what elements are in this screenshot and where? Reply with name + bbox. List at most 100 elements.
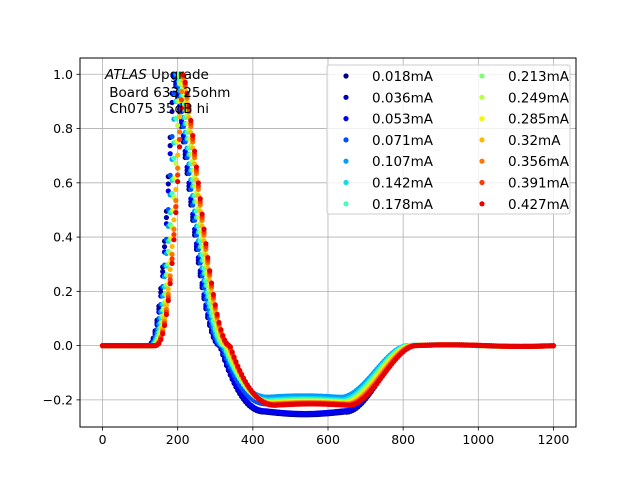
data-point <box>167 143 173 149</box>
legend-box <box>326 64 571 215</box>
legend-marker <box>479 158 485 164</box>
data-point <box>161 322 168 329</box>
data-point <box>218 326 224 333</box>
data-point <box>195 180 201 186</box>
data-point <box>176 129 183 135</box>
data-point <box>192 148 198 154</box>
y-tick-label: 0.4 <box>53 230 73 245</box>
legend-entry: 0.053mA <box>343 112 434 128</box>
legend-marker <box>343 116 349 122</box>
data-point <box>160 268 166 275</box>
legend-entry: 0.018mA <box>343 69 434 85</box>
data-point <box>550 343 557 349</box>
legend-label: 0.053mA <box>372 112 434 128</box>
data-point <box>175 172 181 178</box>
x-tick-label: 1200 <box>538 432 570 447</box>
x-tick-label: 0 <box>99 432 107 447</box>
legend-entry: 0.427mA <box>479 197 570 213</box>
legend: 0.018mA 0.036mA 0.053mA 0.071mA 0.107mA 0.142… <box>326 64 571 215</box>
legend-marker <box>479 137 485 143</box>
legend-entry: 0.285mA <box>479 112 570 128</box>
data-point <box>171 217 177 223</box>
data-point <box>165 298 171 304</box>
data-point <box>193 164 200 170</box>
annotation-line-2: Board 633 25ohm <box>105 85 230 101</box>
data-point <box>171 226 177 232</box>
data-point <box>199 211 205 217</box>
x-tick-label: 200 <box>166 432 190 447</box>
x-tick-label: 800 <box>391 432 415 447</box>
legend-label: 0.427mA <box>508 197 570 213</box>
data-point <box>173 204 179 210</box>
legend-label: 0.32mA <box>508 133 561 149</box>
legend-entry: 0.036mA <box>343 90 434 106</box>
data-point <box>176 136 183 143</box>
data-point <box>165 181 171 187</box>
data-point <box>175 165 181 171</box>
data-point <box>182 79 188 85</box>
legend-marker <box>343 201 349 207</box>
legend-marker <box>343 158 349 164</box>
axis-ticks: 0 200 400 600 800 1000 1200 −0.2 0.0 0.2 0.4 0.6 0.8… <box>43 67 570 447</box>
data-point <box>214 311 220 317</box>
data-point <box>163 311 170 318</box>
data-point <box>197 196 203 202</box>
data-point <box>167 151 173 157</box>
legend-marker <box>479 116 485 122</box>
x-tick-label: 1000 <box>462 432 494 447</box>
data-point <box>201 226 207 232</box>
data-point <box>167 277 173 283</box>
data-point <box>175 178 181 185</box>
data-point <box>175 152 181 158</box>
x-tick-label: 600 <box>316 432 340 447</box>
data-point <box>184 90 190 96</box>
legend-entry: 0.249mA <box>479 90 570 106</box>
data-point <box>173 186 179 192</box>
data-point <box>169 133 175 140</box>
legend-entry: 0.391mA <box>479 176 570 192</box>
data-point <box>169 260 175 266</box>
legend-label: 0.142mA <box>372 176 434 192</box>
data-point <box>175 122 181 129</box>
data-point <box>235 363 241 369</box>
data-point <box>158 337 164 343</box>
legend-entry: 0.213mA <box>479 69 570 85</box>
data-point <box>212 302 218 308</box>
data-point <box>227 344 233 350</box>
legend-label: 0.356mA <box>508 154 570 170</box>
legend-label: 0.213mA <box>508 69 570 85</box>
data-point <box>169 243 175 250</box>
y-tick-label: 0.6 <box>53 175 73 190</box>
legend-label: 0.178mA <box>372 197 434 213</box>
annotation-text: ATLAS Upgrade Board 633 25ohm Ch075 35dB… <box>104 67 230 117</box>
data-point <box>171 155 177 161</box>
legend-marker <box>343 73 349 79</box>
data-point <box>186 103 192 109</box>
y-tick-label: −0.2 <box>43 392 73 407</box>
series-0.427mA <box>99 72 557 408</box>
data-point <box>167 281 173 287</box>
legend-entry: 0.356mA <box>479 154 570 170</box>
data-point <box>169 256 175 262</box>
annotation-line-3: Ch075 35dB hi <box>105 101 209 117</box>
data-point <box>178 105 185 111</box>
data-point <box>173 209 179 216</box>
data-point <box>188 117 194 124</box>
y-tick-label: 0.2 <box>53 284 73 299</box>
data-point <box>229 349 235 355</box>
legend-label: 0.107mA <box>372 154 434 170</box>
annotation-atlas: ATLAS <box>104 67 147 83</box>
data-point <box>203 241 209 247</box>
annotation-line-1: ATLAS Upgrade <box>104 67 209 83</box>
data-point <box>171 237 177 243</box>
data-point <box>167 273 173 279</box>
legend-marker <box>479 94 485 100</box>
data-point <box>176 144 183 150</box>
legend-marker <box>479 179 485 186</box>
data-point <box>180 72 186 78</box>
data-point <box>165 286 171 292</box>
legend-entry: 0.107mA <box>343 154 434 170</box>
data-point <box>163 214 170 221</box>
data-point <box>210 291 216 298</box>
